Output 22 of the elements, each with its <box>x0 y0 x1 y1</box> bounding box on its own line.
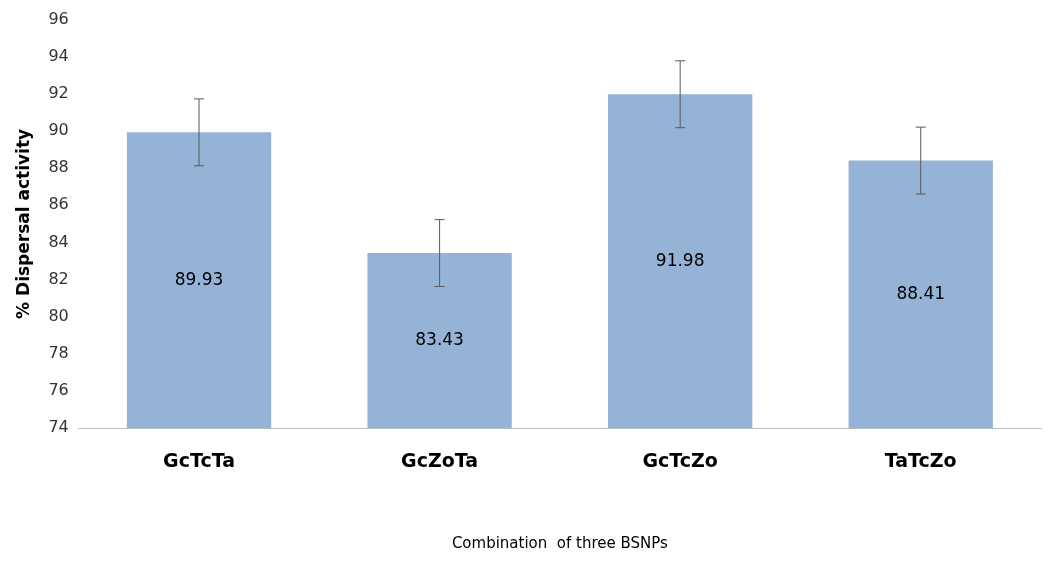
x-tick-label: GcTcZo <box>642 448 718 471</box>
data-label: 88.41 <box>896 282 946 303</box>
y-tick-label: 88 <box>48 157 69 177</box>
y-axis-title: % Dispersal activity <box>12 128 33 319</box>
y-tick-label: 84 <box>48 231 69 251</box>
data-label: 91.98 <box>655 249 705 270</box>
data-label: 89.93 <box>174 268 224 289</box>
x-tick-label: TaTcZo <box>884 448 957 471</box>
y-tick-label: 90 <box>48 120 69 140</box>
y-tick-label: 96 <box>48 8 69 28</box>
y-tick-label: 78 <box>48 343 69 363</box>
x-tick-label: GcTcTa <box>163 448 235 471</box>
x-axis-title: Combination of three BSNPs <box>451 533 669 552</box>
y-tick-label: 86 <box>48 194 69 214</box>
x-tick-label: GcZoTa <box>401 448 479 471</box>
y-tick-label: 74 <box>48 417 69 437</box>
y-tick-label: 92 <box>48 83 69 103</box>
data-label: 83.43 <box>415 329 464 350</box>
y-tick-label: 94 <box>48 45 69 65</box>
y-tick-label: 82 <box>48 268 69 288</box>
y-tick-label: 80 <box>48 305 69 325</box>
y-tick-label: 76 <box>48 380 69 400</box>
